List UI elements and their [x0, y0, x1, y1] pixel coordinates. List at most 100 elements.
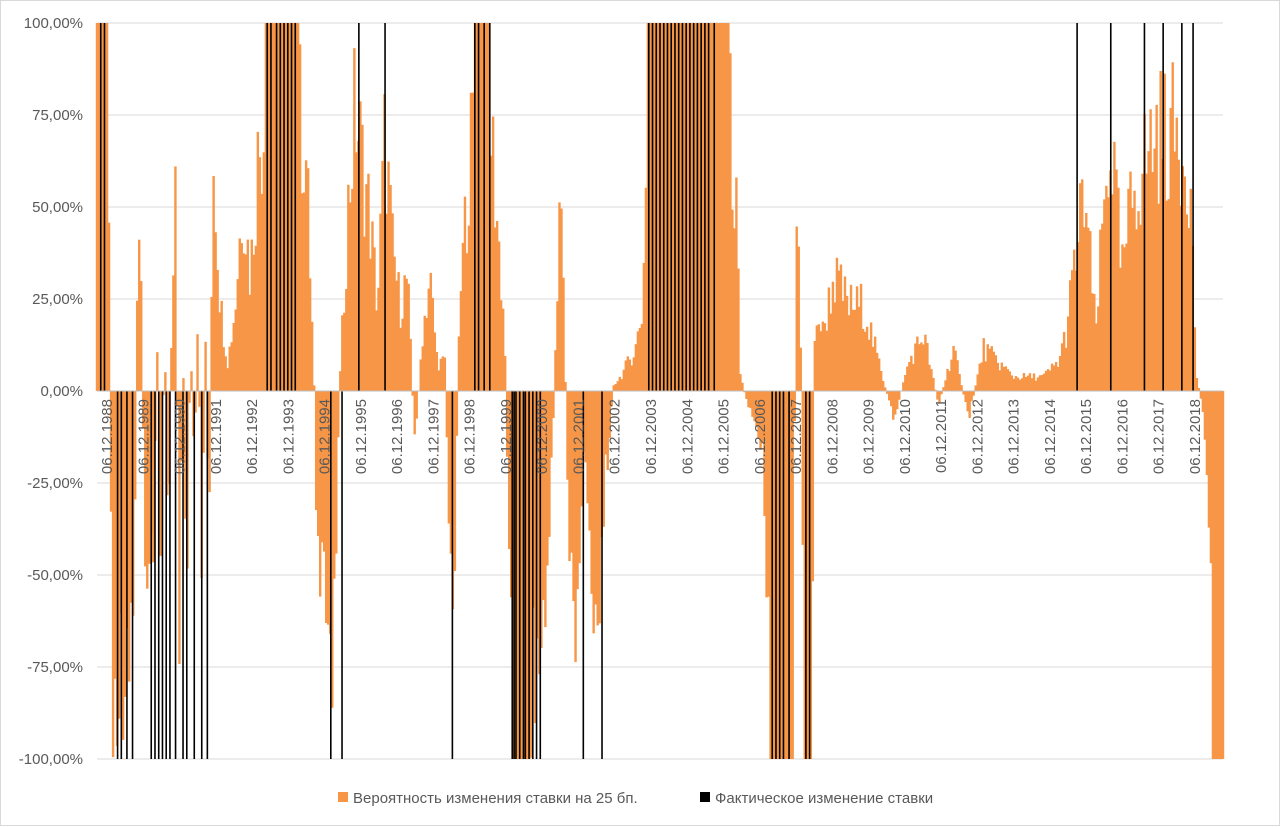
probability-bar — [576, 391, 579, 590]
probability-bar — [930, 369, 933, 391]
probability-bar — [407, 283, 410, 391]
probability-bar — [1073, 249, 1076, 391]
probability-bar — [1099, 229, 1102, 391]
probability-bar — [918, 344, 921, 391]
probability-bar — [871, 346, 875, 391]
y-tick-label: -25,00% — [27, 475, 83, 492]
probability-bar — [481, 23, 485, 391]
probability-bar — [497, 241, 501, 391]
probability-bar — [767, 391, 770, 597]
probability-bar — [902, 382, 905, 391]
probability-bar — [1165, 200, 1168, 391]
x-tick-label: 06.12.1995 — [353, 399, 370, 474]
probability-bar — [1157, 203, 1160, 391]
probability-bar — [379, 213, 382, 391]
probability-bar — [138, 239, 141, 391]
probability-bar — [391, 213, 394, 391]
probability-bar — [1064, 347, 1068, 391]
probability-bar — [608, 391, 611, 439]
probability-bar — [516, 391, 519, 759]
probability-bar — [429, 272, 432, 391]
probability-bar — [682, 23, 686, 391]
probability-bar — [1187, 228, 1191, 391]
probability-bar — [174, 166, 177, 391]
x-tick-label: 06.12.1992 — [244, 399, 261, 474]
probability-bar — [996, 362, 999, 391]
x-tick-label: 06.12.2018 — [1187, 399, 1204, 474]
probability-bar — [431, 297, 434, 391]
legend-label-probability: Вероятность изменения ставки на 25 бп. — [353, 790, 638, 807]
probability-bar — [624, 360, 628, 391]
probability-bar — [105, 23, 109, 391]
probability-bar — [1137, 211, 1140, 391]
probability-bar — [117, 391, 121, 719]
probability-bar — [1199, 391, 1203, 399]
probability-bar — [310, 321, 314, 391]
probability-bar — [491, 116, 495, 392]
probability-bar — [1062, 331, 1066, 391]
probability-bar — [1081, 179, 1084, 391]
probability-bar — [385, 213, 388, 391]
probability-bar — [1070, 270, 1074, 391]
probability-bar — [1195, 377, 1199, 391]
probability-bar — [284, 23, 288, 391]
probability-bar — [439, 358, 443, 391]
probability-bar — [795, 226, 798, 391]
probability-bar — [1075, 270, 1078, 391]
x-tick-label: 06.12.1999 — [498, 399, 515, 474]
probability-bar — [1050, 363, 1054, 391]
probability-bar — [725, 23, 728, 391]
probability-bar — [180, 391, 183, 462]
x-tick-label: 06.12.2013 — [1006, 399, 1023, 474]
probability-bar — [1034, 380, 1038, 391]
probability-bar — [542, 391, 545, 601]
probability-bar — [906, 366, 909, 391]
y-tick-label: -100,00% — [19, 751, 83, 768]
probability-bar — [377, 287, 380, 391]
probability-bar — [948, 371, 951, 391]
x-tick-label: 06.12.1996 — [389, 399, 406, 474]
probability-bar — [210, 296, 213, 391]
probability-bar — [465, 253, 469, 391]
probability-bar — [1189, 188, 1193, 391]
probability-bar — [984, 361, 987, 391]
probability-bar — [341, 315, 344, 391]
actual-change-lines — [99, 23, 1194, 759]
x-tick-label: 06.12.1997 — [425, 399, 442, 474]
x-tick-label: 06.12.1993 — [280, 399, 297, 474]
probability-bar — [606, 391, 609, 471]
probability-bar — [845, 295, 849, 391]
probability-bar — [401, 318, 404, 391]
probability-bar — [729, 53, 732, 392]
probability-bar — [1028, 373, 1032, 391]
probability-bar — [990, 346, 993, 391]
probability-bar — [520, 391, 523, 759]
probability-bar — [602, 391, 605, 527]
probability-bar — [1221, 391, 1225, 759]
probability-bar — [674, 23, 678, 391]
probability-bar — [1183, 176, 1186, 391]
probability-bar — [634, 344, 638, 391]
probability-bar — [331, 391, 334, 708]
probability-bar — [920, 342, 923, 391]
probability-bar — [912, 363, 915, 391]
probability-bar — [751, 391, 754, 417]
y-tick-label: 100,00% — [24, 15, 83, 32]
probability-bar — [471, 92, 475, 391]
probability-bar — [572, 391, 575, 602]
x-tick-label: 06.12.2005 — [716, 399, 733, 474]
probability-bar — [875, 352, 879, 391]
probability-bar — [652, 23, 656, 391]
probability-bar — [672, 23, 676, 391]
probability-bar — [447, 391, 451, 524]
probability-bar — [129, 391, 133, 603]
probability-bar — [413, 391, 416, 435]
probability-bar — [950, 359, 953, 391]
probability-bar — [453, 391, 457, 571]
probability-bar — [592, 391, 595, 634]
probability-bar — [425, 317, 428, 391]
probability-bar — [892, 391, 895, 420]
probability-bar — [218, 312, 221, 391]
probability-bar — [1016, 377, 1020, 391]
